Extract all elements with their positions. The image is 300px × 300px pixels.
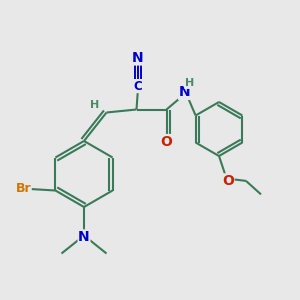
Text: N: N — [179, 85, 190, 99]
Text: H: H — [185, 78, 194, 88]
Text: C: C — [134, 80, 142, 93]
Text: N: N — [132, 51, 144, 65]
Text: O: O — [160, 135, 172, 148]
Text: H: H — [91, 100, 100, 110]
Text: O: O — [222, 174, 234, 188]
Text: N: N — [78, 230, 90, 244]
Text: Br: Br — [16, 182, 31, 196]
